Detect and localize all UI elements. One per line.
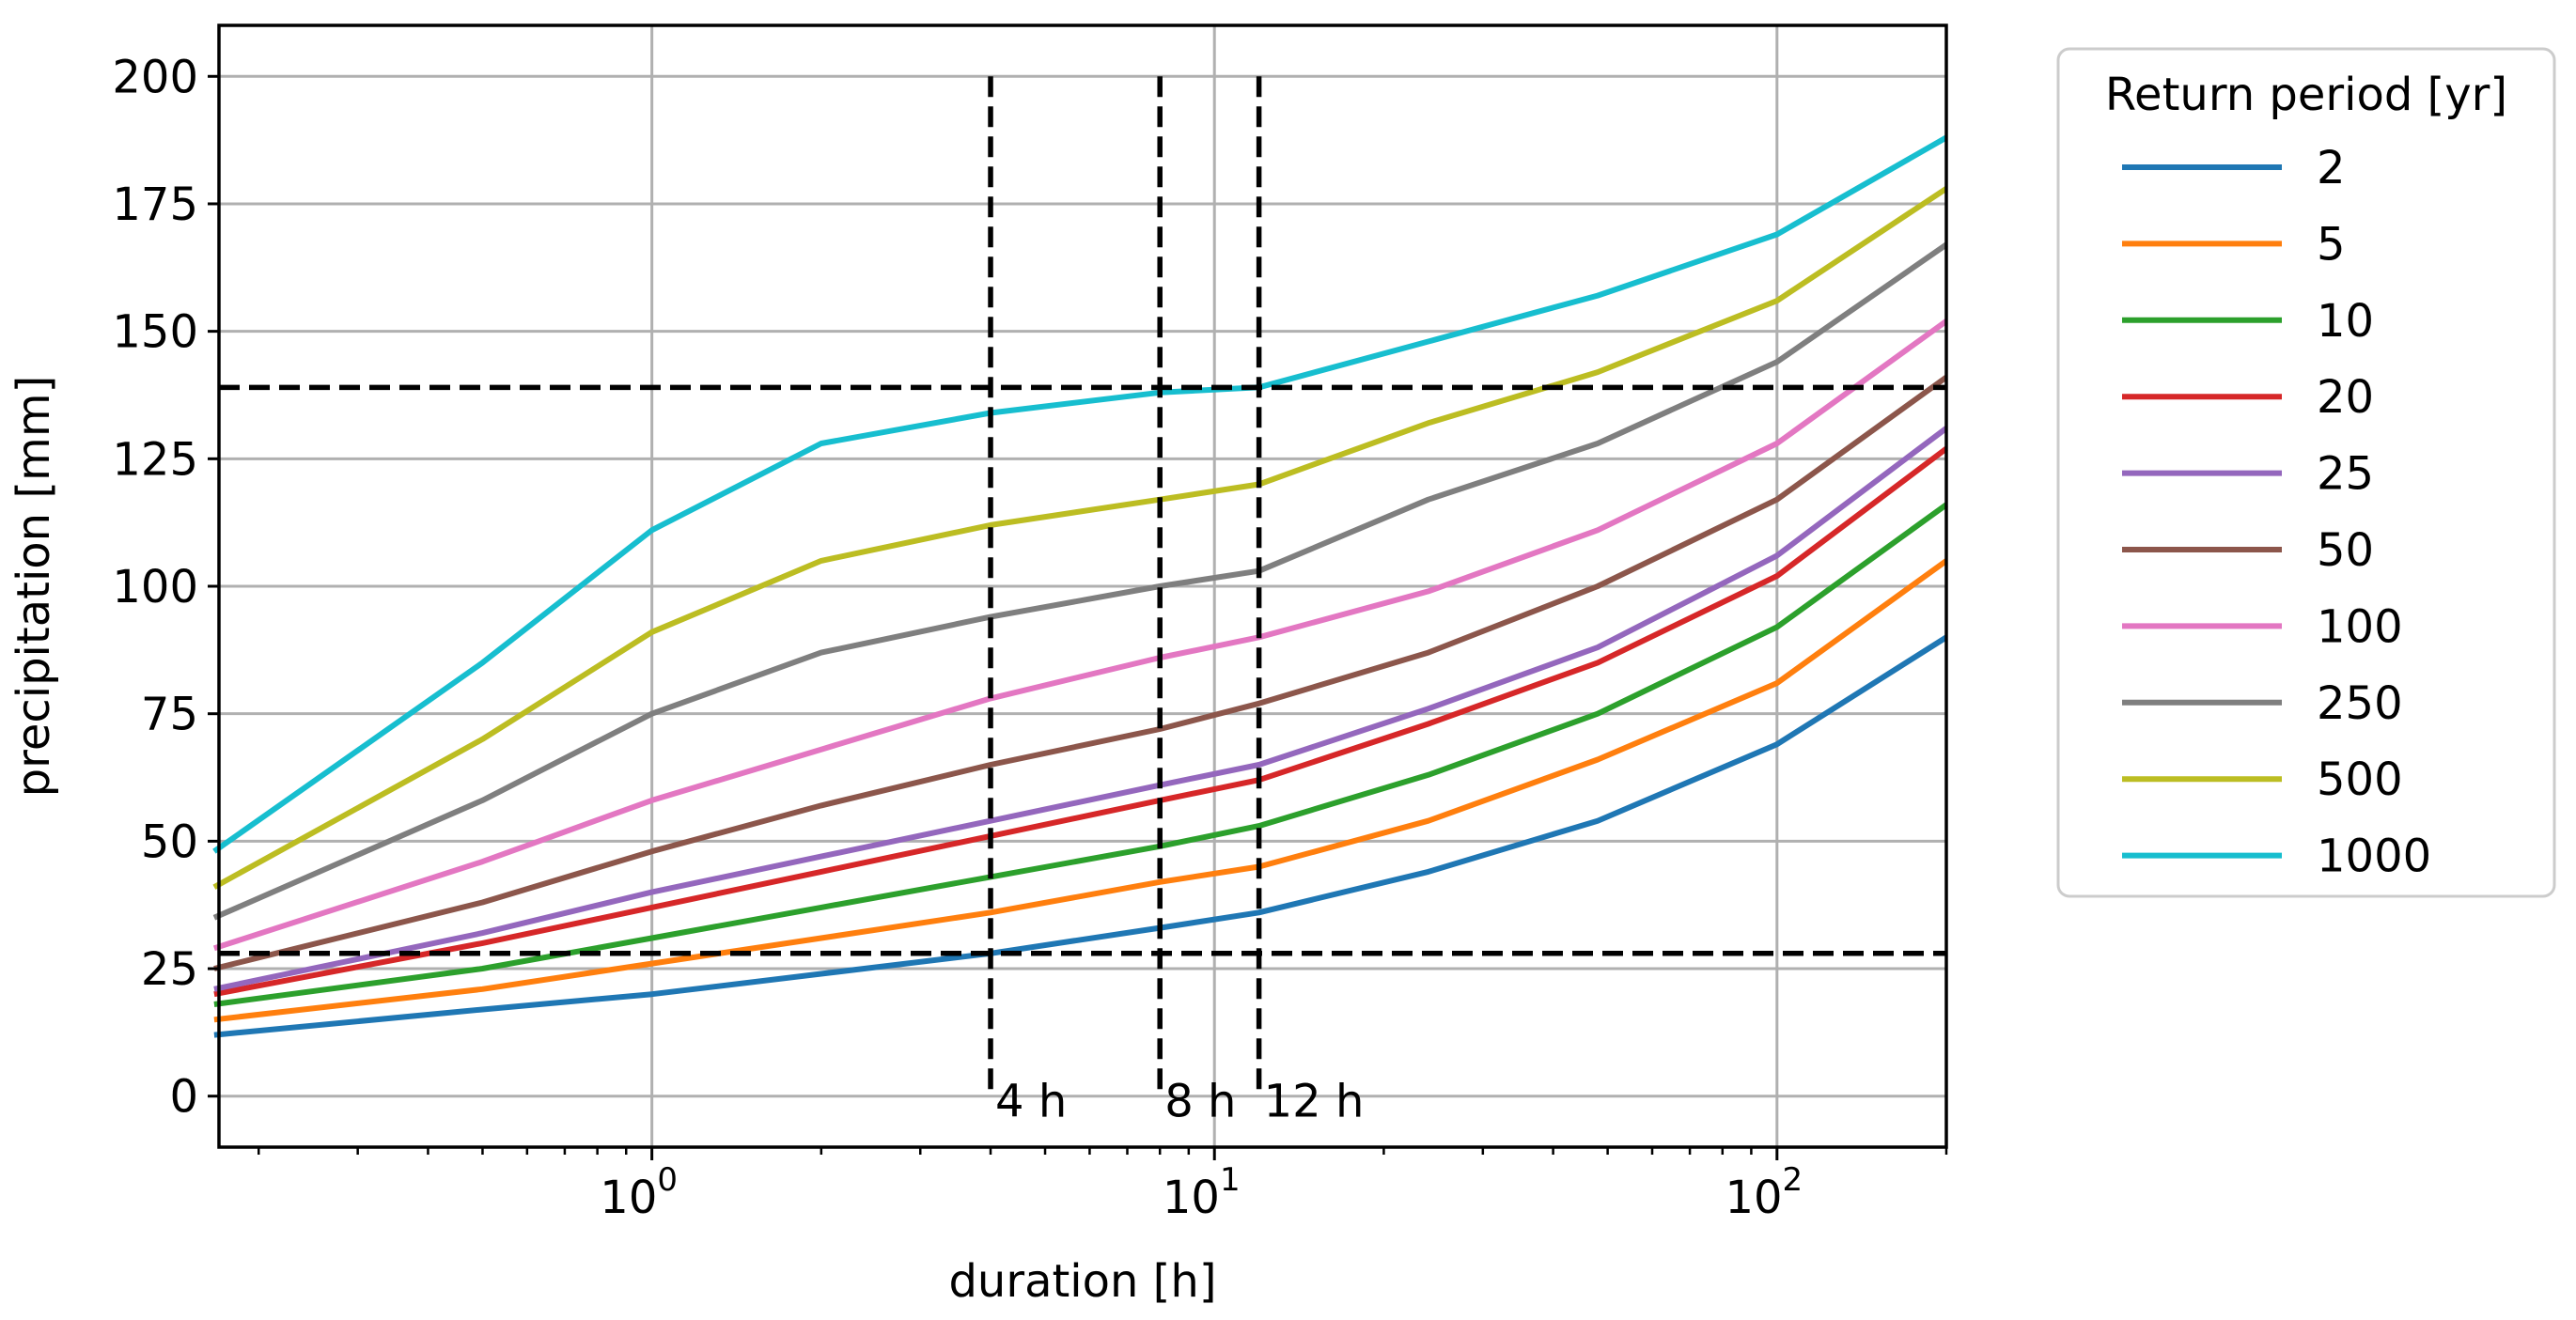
legend-label-25: 25 bbox=[2317, 448, 2374, 501]
legend-label-100: 100 bbox=[2317, 600, 2403, 653]
legend-label-50: 50 bbox=[2317, 524, 2374, 577]
y-tick-label: 150 bbox=[112, 306, 198, 359]
x-axis-ticks: 100 101 102 bbox=[257, 1147, 1948, 1224]
series-line-100 bbox=[212, 318, 1948, 952]
series-line-250 bbox=[212, 241, 1948, 921]
series-line-50 bbox=[213, 375, 1948, 971]
series-line-10 bbox=[213, 502, 1948, 1007]
y-axis-ticks: 0 25 50 75 100 125 150 175 200 bbox=[112, 51, 219, 1124]
series-line-5 bbox=[213, 558, 1948, 1023]
y-axis-label: precipitation [mm] bbox=[8, 376, 60, 798]
legend-label-10: 10 bbox=[2317, 295, 2374, 348]
legend: Return period [yr] 251020255010025050010… bbox=[2056, 47, 2556, 898]
x-tick-exponent: 0 bbox=[657, 1161, 678, 1199]
reference-vline-label: 8 h bbox=[1164, 1076, 1236, 1128]
legend-label-5: 5 bbox=[2317, 218, 2346, 271]
legend-label-250: 250 bbox=[2317, 677, 2403, 730]
y-tick-label: 125 bbox=[112, 433, 198, 486]
y-tick-label: 25 bbox=[141, 943, 198, 996]
x-tick-exponent: 2 bbox=[1783, 1161, 1803, 1199]
reference-vline-label: 4 h bbox=[995, 1076, 1067, 1128]
y-tick-label: 200 bbox=[112, 51, 198, 103]
y-tick-label: 50 bbox=[141, 815, 198, 868]
legend-box bbox=[2056, 47, 2556, 898]
y-tick-label: 75 bbox=[141, 689, 198, 741]
series-line-2 bbox=[213, 634, 1948, 1038]
legend-label-20: 20 bbox=[2317, 371, 2374, 424]
reference-lines: 4 h 8 h 12 h bbox=[219, 76, 1946, 1128]
legend-label-2: 2 bbox=[2317, 142, 2346, 194]
x-tick-label: 102 bbox=[1725, 1161, 1803, 1224]
reference-vline-label: 12 h bbox=[1264, 1076, 1365, 1128]
legend-label-500: 500 bbox=[2317, 753, 2403, 806]
y-tick-label: 100 bbox=[112, 561, 198, 613]
legend-label-1000: 1000 bbox=[2317, 831, 2431, 883]
y-tick-label: 0 bbox=[169, 1071, 198, 1124]
legend-title: Return period [yr] bbox=[2105, 69, 2507, 121]
grid-lines bbox=[219, 25, 1946, 1147]
x-tick-label: 101 bbox=[1163, 1161, 1241, 1224]
x-tick-label: 100 bbox=[600, 1161, 678, 1224]
y-tick-label: 175 bbox=[112, 179, 198, 231]
x-axis-label: duration [h] bbox=[948, 1255, 1216, 1308]
x-tick-exponent: 1 bbox=[1220, 1161, 1241, 1199]
